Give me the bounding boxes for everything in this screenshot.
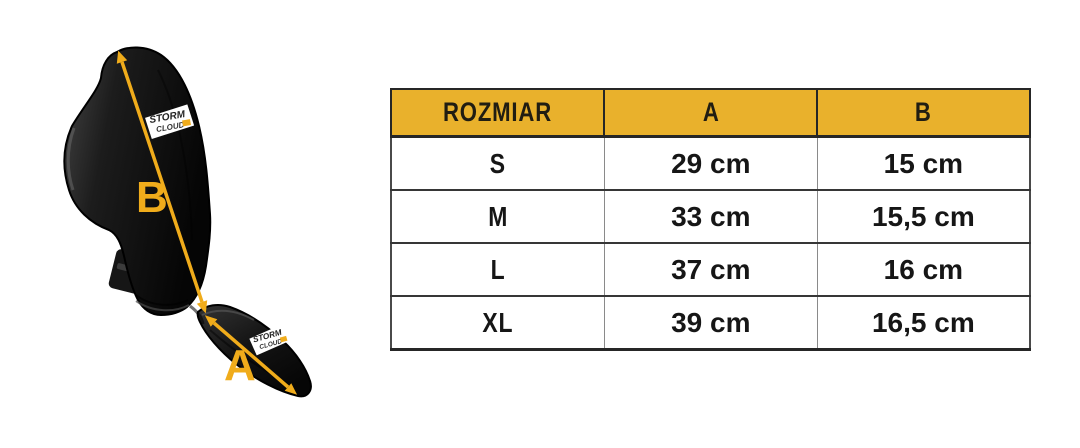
pad-center-crease: [157, 69, 193, 241]
column-header-b-label: B: [915, 97, 932, 127]
shin-guard-illustration: STORM CLOUD STORM CLOUD: [63, 46, 312, 398]
measurement-arrow-b: [116, 50, 208, 314]
size-label: M: [389, 189, 605, 244]
size-row-s: S 29 cm 15 cm: [389, 135, 1031, 191]
measurement-arrow-a: [204, 315, 298, 395]
header-row: ROZMIAR A B: [389, 88, 1031, 138]
size-row-xl: XL 39 cm 16,5 cm: [389, 295, 1031, 351]
measurement-b-value: 15,5 cm: [816, 189, 1031, 244]
column-header-rozmiar: ROZMIAR: [389, 88, 606, 138]
pad-left-highlight: [66, 127, 76, 191]
size-table-header: ROZMIAR A B: [389, 88, 1031, 138]
size-table: ROZMIAR A B S 29 cm 15 cm M 33 cm 15,5 c…: [389, 88, 1031, 351]
measurement-a-value: 29 cm: [603, 135, 818, 191]
measurement-b-value: 16 cm: [816, 242, 1031, 297]
size-value: XL: [482, 306, 514, 338]
size-label: S: [389, 135, 605, 191]
brand-logo-shin: STORM CLOUD: [145, 104, 195, 140]
size-value: S: [489, 147, 507, 179]
foot-pad: [196, 303, 312, 398]
measurement-b-value: 16,5 cm: [816, 295, 1031, 351]
foot-top-highlight: [201, 309, 255, 321]
measurement-label-b: B: [136, 173, 168, 222]
size-label: L: [389, 242, 605, 297]
column-header-b: B: [816, 88, 1031, 138]
size-table-body: S 29 cm 15 cm M 33 cm 15,5 cm L 37 cm 16…: [389, 135, 1031, 351]
ankle-junction-shadow: [189, 304, 205, 325]
measurement-a-value: 39 cm: [603, 295, 818, 351]
measurement-b-value: 15 cm: [816, 135, 1031, 191]
column-header-a: A: [603, 88, 819, 138]
measurement-label-a: A: [224, 341, 256, 390]
size-row-l: L 37 cm 16 cm: [389, 242, 1031, 297]
size-value: M: [487, 200, 508, 232]
measurement-a-value: 37 cm: [603, 242, 818, 297]
measurement-a-value: 33 cm: [603, 189, 818, 244]
column-header-rozmiar-label: ROZMIAR: [443, 97, 553, 127]
size-label: XL: [389, 295, 605, 351]
size-value: L: [490, 253, 506, 285]
size-row-m: M 33 cm 15,5 cm: [389, 189, 1031, 244]
column-header-a-label: A: [702, 97, 720, 127]
product-figure: STORM CLOUD STORM CLOUD: [40, 0, 340, 448]
cuff-seam: [135, 294, 189, 306]
cuff-seam-highlight: [135, 300, 190, 312]
